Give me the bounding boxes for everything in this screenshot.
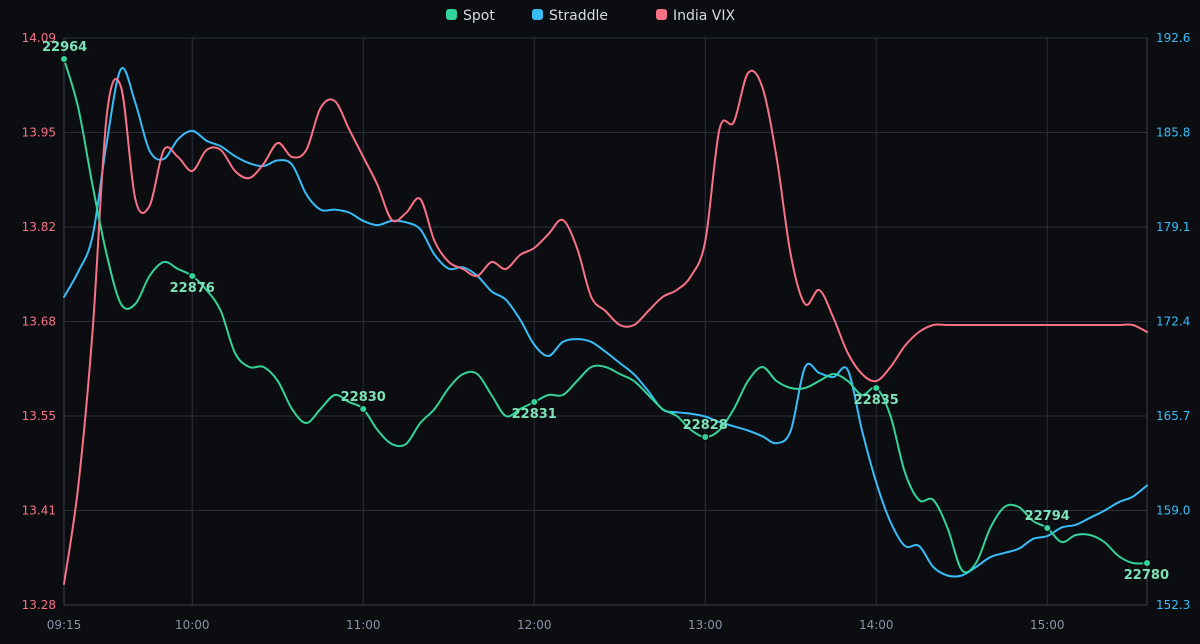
y-right-tick-label: 172.4	[1156, 315, 1190, 329]
y-right-tick-label: 159.0	[1156, 504, 1190, 518]
x-tick-label: 13:00	[688, 618, 723, 632]
y-right-tick-label: 192.6	[1156, 31, 1190, 45]
spot-marker	[60, 55, 68, 63]
y-left-tick-label: 13.95	[22, 126, 56, 140]
spot-marker	[872, 384, 881, 392]
y-right-tick-label: 185.8	[1156, 126, 1190, 140]
spot-data-label: 22835	[854, 393, 899, 408]
y-left-tick-label: 13.41	[22, 504, 56, 518]
spot-marker	[530, 398, 539, 406]
spot-marker	[1143, 559, 1151, 567]
series-line-spot	[63, 58, 1148, 574]
spot-data-label: 22876	[170, 281, 215, 296]
spot-marker	[359, 405, 368, 413]
y-left-tick-label: 13.28	[22, 598, 56, 612]
legend-label-spot: Spot	[463, 8, 495, 24]
x-tick-label: 14:00	[859, 618, 894, 632]
axes: 13.28 152.3 13.41 159.0 13.55 165.7 13.68 172.4…	[22, 31, 1191, 632]
spot-data-label: 22794	[1025, 509, 1070, 524]
series-line-straddle	[63, 66, 1148, 578]
x-tick-label: 15:00	[1030, 618, 1065, 632]
legend-swatch-spot	[446, 9, 457, 20]
x-tick-label: 10:00	[175, 618, 210, 632]
spot-marker	[1043, 524, 1052, 532]
spot-marker	[701, 433, 710, 441]
y-left-tick-label: 13.68	[22, 315, 56, 329]
legend-swatch-india-vix	[656, 9, 667, 20]
series-lines	[63, 58, 1148, 585]
spot-data-label: 22828	[683, 418, 728, 433]
y-left-tick-label: 13.55	[22, 409, 56, 423]
spot-data-label: 22964	[42, 40, 87, 55]
legend-label-straddle: Straddle	[549, 8, 608, 24]
grid	[63, 37, 1147, 606]
y-left-tick-label: 14.09	[22, 31, 56, 45]
spot-data-label: 22780	[1124, 568, 1169, 583]
y-right-tick-label: 165.7	[1156, 409, 1190, 423]
x-tick-label: 09:15	[47, 618, 82, 632]
legend-swatch-straddle	[532, 9, 543, 20]
spot-data-label: 22831	[512, 407, 557, 422]
spot-data-label: 22830	[341, 390, 386, 405]
spot-marker	[188, 272, 197, 280]
y-left-tick-label: 13.82	[22, 220, 56, 234]
legend: Spot Straddle India VIX	[446, 8, 736, 24]
spot-annotations: 22964 22876 22830 22831 22828 22835 22794 22780	[42, 40, 1169, 583]
series-line-india-vix	[63, 69, 1148, 585]
y-right-tick-label: 152.3	[1156, 598, 1190, 612]
y-right-tick-label: 179.1	[1156, 220, 1190, 234]
x-tick-label: 12:00	[517, 618, 552, 632]
x-tick-label: 11:00	[346, 618, 381, 632]
legend-label-india-vix: India VIX	[673, 8, 736, 24]
